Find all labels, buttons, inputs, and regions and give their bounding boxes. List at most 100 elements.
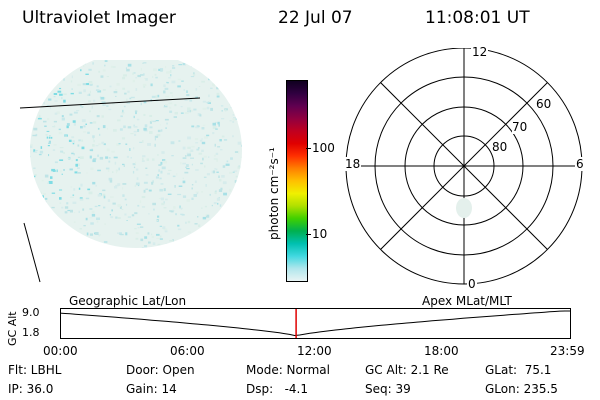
emission-speckle <box>140 226 144 228</box>
emission-speckle <box>102 189 106 192</box>
emission-speckle <box>145 78 148 81</box>
emission-speckle <box>63 99 66 103</box>
emission-speckle <box>197 216 199 218</box>
emission-speckle <box>145 188 148 190</box>
emission-speckle <box>234 212 238 216</box>
emission-speckle <box>232 121 235 123</box>
emission-speckle <box>44 174 49 178</box>
emission-speckle <box>98 143 101 146</box>
emission-speckle <box>61 224 64 227</box>
emission-speckle <box>191 197 194 200</box>
emission-speckle <box>189 109 193 113</box>
emission-speckle <box>104 64 106 67</box>
emission-speckle <box>59 189 63 191</box>
x-tick-0000: 00:00 <box>43 344 78 358</box>
emission-speckle <box>89 82 94 84</box>
emission-speckle <box>52 149 56 151</box>
emission-speckle <box>61 97 63 100</box>
emission-speckle <box>38 237 40 240</box>
emission-speckle <box>210 87 213 89</box>
emission-speckle <box>191 163 193 166</box>
emission-speckle <box>89 243 92 247</box>
emission-speckle <box>118 143 121 145</box>
emission-speckle <box>195 244 198 246</box>
emission-speckle <box>198 152 203 155</box>
emission-speckle <box>135 111 137 115</box>
emission-speckle <box>232 171 235 173</box>
emission-speckle <box>103 143 106 146</box>
emission-speckle <box>182 63 185 65</box>
emission-speckle <box>88 191 93 195</box>
emission-speckle <box>122 112 124 115</box>
emission-speckle <box>206 102 210 104</box>
emission-speckle <box>189 99 193 102</box>
emission-speckle <box>187 220 191 224</box>
emission-speckle <box>72 62 76 65</box>
emission-speckle <box>148 189 152 192</box>
emission-speckle <box>202 107 207 110</box>
emission-speckle <box>63 78 65 81</box>
emission-speckle <box>211 170 215 174</box>
emission-speckle <box>145 174 149 176</box>
emission-speckle <box>194 138 199 141</box>
emission-speckle <box>38 114 41 118</box>
emission-speckle <box>223 192 227 196</box>
emission-speckle <box>218 175 220 178</box>
emission-speckle <box>201 70 205 72</box>
emission-speckle <box>234 77 238 80</box>
emission-speckle <box>230 106 234 109</box>
emission-speckle <box>73 153 75 156</box>
emission-speckle <box>224 109 227 112</box>
mlt-label-0: 0 <box>467 277 477 291</box>
emission-speckle <box>35 88 37 90</box>
emission-speckle <box>72 140 75 143</box>
emission-speckle <box>158 68 161 71</box>
emission-speckle <box>99 133 101 136</box>
emission-speckle <box>180 106 183 108</box>
emission-speckle <box>199 69 201 72</box>
emission-speckle <box>144 236 148 239</box>
emission-speckle <box>162 159 166 162</box>
emission-speckle <box>205 238 208 241</box>
emission-speckle <box>216 95 220 98</box>
emission-speckle <box>201 127 205 130</box>
emission-speckle <box>61 173 63 175</box>
emission-speckle <box>191 184 194 186</box>
emission-speckle <box>160 161 163 165</box>
emission-speckle <box>160 170 163 174</box>
emission-speckle <box>215 222 218 224</box>
emission-speckle <box>152 120 156 123</box>
emission-speckle <box>40 221 42 223</box>
emission-speckle <box>80 183 83 187</box>
emission-speckle <box>215 168 218 171</box>
emission-speckle <box>53 144 57 146</box>
emission-speckle <box>112 202 116 205</box>
emission-speckle <box>92 181 96 185</box>
emission-speckle <box>142 157 144 161</box>
emission-speckle <box>31 109 36 112</box>
emission-speckle <box>230 60 234 63</box>
emission-speckle <box>63 152 65 154</box>
emission-speckle <box>212 69 215 72</box>
emission-speckle <box>56 224 60 227</box>
emission-speckle <box>179 207 183 210</box>
emission-speckle <box>208 94 210 98</box>
emission-speckle <box>182 146 186 150</box>
emission-speckle <box>50 176 53 179</box>
emission-speckle <box>39 227 41 229</box>
emission-speckle <box>88 100 92 103</box>
emission-speckle <box>141 160 145 162</box>
emission-speckle <box>237 141 242 145</box>
emission-speckle <box>180 112 184 114</box>
emission-speckle <box>202 157 204 161</box>
emission-speckle <box>54 100 58 102</box>
emission-speckle <box>30 235 33 238</box>
emission-speckle <box>216 92 220 95</box>
emission-speckle <box>158 197 163 199</box>
emission-speckle <box>77 156 82 158</box>
emission-speckle <box>234 247 238 248</box>
emission-speckle <box>233 170 238 172</box>
emission-speckle <box>149 121 152 124</box>
emission-speckle <box>59 159 64 161</box>
emission-speckle <box>121 137 126 140</box>
